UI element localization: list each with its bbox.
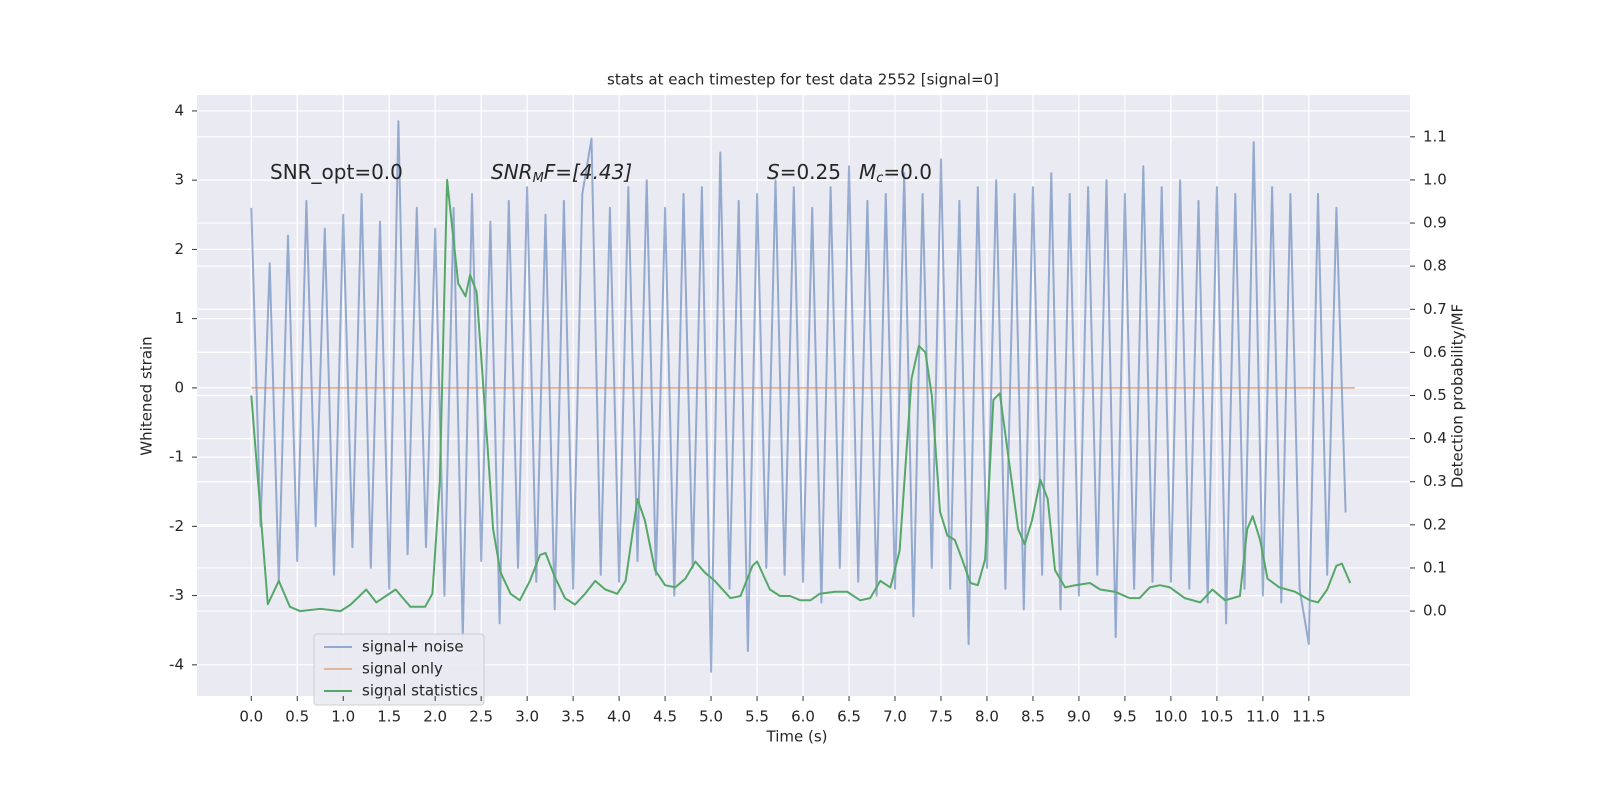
x-tick-label: 7.5	[929, 708, 953, 726]
x-tick-label: 10.5	[1200, 708, 1233, 726]
y2-tick-label: 0.1	[1423, 558, 1447, 576]
legend-box	[313, 633, 485, 706]
x-tick-label: 8.5	[1021, 708, 1045, 726]
y2-axis-label: Detection probability/MF	[1449, 304, 1467, 488]
annotation-text: F=[4.43]	[544, 160, 632, 184]
annotation-text: S	[767, 160, 780, 184]
y2-tick-label: 0.5	[1423, 386, 1447, 404]
y2-tick-label: 0.9	[1423, 214, 1447, 232]
annotation-text: SNR_opt=0.0	[270, 160, 403, 184]
marks	[250, 120, 1355, 673]
annotation-text: =0.0	[883, 160, 932, 184]
legend-label: signal only	[362, 660, 443, 678]
x-tick-label: 4.5	[653, 708, 677, 726]
y2-tick-label: 0.7	[1423, 300, 1447, 318]
x-tick-label: 3.0	[515, 708, 539, 726]
y-tick-label: 1	[174, 309, 184, 327]
y2-tick-label: 0.2	[1423, 515, 1447, 533]
y-tick-label: 3	[174, 171, 184, 189]
legend-label: signal statistics	[362, 682, 478, 700]
x-tick-label: 2.0	[423, 708, 447, 726]
annotation-text: =0.25	[780, 160, 841, 184]
x-tick-label: 6.5	[837, 708, 861, 726]
x-tick-label: 2.5	[469, 708, 493, 726]
x-tick-label: 8.0	[975, 708, 999, 726]
legend-label: signal+ noise	[362, 638, 464, 656]
x-tick-label: 0.0	[239, 708, 263, 726]
y-tick-label: -1	[169, 448, 184, 466]
y2-tick-label: 0.0	[1423, 602, 1447, 620]
annotation-sub: M	[533, 171, 544, 186]
y2-tick-label: 0.8	[1423, 257, 1447, 275]
y-tick-label: 4	[174, 101, 184, 119]
y2-tick-label: 0.6	[1423, 343, 1447, 361]
y2-tick-label: 0.3	[1423, 472, 1447, 490]
y-tick-label: 2	[174, 240, 184, 258]
x-tick-label: 4.0	[607, 708, 631, 726]
x-tick-label: 11.5	[1292, 708, 1325, 726]
annotation-text: M	[859, 160, 876, 184]
y-axis-label: Whitened strain	[138, 336, 156, 455]
y2-tick-label: 0.4	[1423, 429, 1447, 447]
series-line	[250, 120, 1347, 673]
y-tick-label: -3	[169, 586, 184, 604]
x-tick-label: 1.0	[331, 708, 355, 726]
x-tick-label: 1.5	[377, 708, 401, 726]
legend: signal+ noise signal only signal statistic…	[313, 633, 485, 706]
y-tick-label: 0	[174, 378, 184, 396]
annotation-sub: c	[876, 171, 883, 186]
annotation: SNR_opt=0.0	[270, 160, 403, 184]
x-tick-label: 5.5	[745, 708, 769, 726]
x-tick-label: 10.0	[1154, 708, 1187, 726]
annotation-text: SNR	[491, 160, 533, 184]
y2-tick-label: 1.1	[1423, 127, 1447, 145]
x-axis-label: Time (s)	[766, 728, 828, 746]
x-tick-label: 11.0	[1246, 708, 1279, 726]
y-tick-label: -2	[169, 517, 184, 535]
x-tick-label: 9.5	[1113, 708, 1137, 726]
x-tick-label: 3.5	[561, 708, 585, 726]
chart-title: stats at each timestep for test data 255…	[607, 71, 999, 89]
x-tick-label: 7.0	[883, 708, 907, 726]
annotation: SNRMF=[4.43]	[491, 160, 632, 186]
x-tick-label: 0.5	[285, 708, 309, 726]
y2-tick-label: 1.0	[1423, 170, 1447, 188]
y-tick-label: -4	[169, 655, 184, 673]
x-tick-label: 9.0	[1067, 708, 1091, 726]
x-tick-label: 5.0	[699, 708, 723, 726]
series-line	[250, 178, 1352, 613]
x-tick-label: 6.0	[791, 708, 815, 726]
annotation: S=0.25 Mc=0.0	[767, 160, 932, 186]
